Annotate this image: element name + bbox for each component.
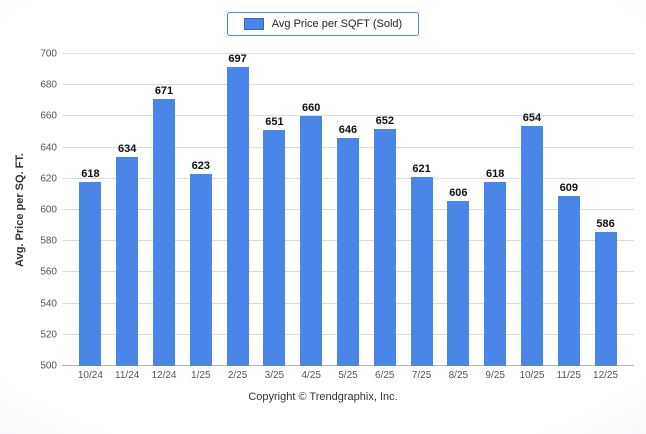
bar-slot: 609 (550, 54, 587, 366)
bar-slot: 660 (293, 54, 330, 366)
y-axis-title-text: Avg. Price per SQ. FT. (14, 153, 26, 267)
bar-slot: 586 (587, 54, 624, 366)
bar-slot: 654 (514, 54, 551, 366)
bar-slot: 652 (366, 54, 403, 366)
bar-value-label: 697 (228, 53, 247, 65)
bar (594, 231, 617, 366)
bar (189, 174, 212, 366)
x-tick-label: 11/25 (556, 370, 581, 381)
bar-value-label: 671 (154, 85, 174, 98)
x-tick-label: 3/25 (264, 370, 285, 381)
legend: Avg Price per SQFT (Sold) (226, 12, 420, 36)
bars-container: 618 634 671 623 697 651 660 646 652 621 606 618 654 6… (62, 54, 634, 366)
y-axis-ticks: 500 520 540 560 580 600 620 640 660 680 700 (32, 49, 62, 372)
bar-slot: 618 (72, 54, 109, 366)
y-tick-label: 640 (40, 142, 57, 154)
bar (116, 156, 139, 366)
x-tick-label: 5/25 (338, 370, 358, 381)
legend-swatch-icon (243, 18, 264, 30)
x-tick-label: 8/25 (448, 370, 469, 381)
bar-value-label: 623 (191, 160, 210, 173)
bar (484, 181, 507, 366)
bar (263, 130, 286, 366)
bar-slot: 651 (256, 54, 293, 366)
y-tick-label: 540 (40, 298, 57, 310)
bar (152, 99, 175, 366)
bar (557, 195, 580, 366)
x-tick-label: 9/25 (485, 370, 505, 381)
bar-value-label: 618 (81, 167, 100, 180)
bar-value-label: 646 (338, 124, 358, 137)
x-tick-label: 10/25 (519, 370, 545, 381)
bar-value-label: 660 (302, 102, 321, 115)
bar-slot: 618 (477, 54, 514, 366)
bar-value-label: 652 (375, 114, 394, 127)
bar-slot: 623 (182, 54, 219, 366)
legend-row: Avg Price per SQFT (Sold) (0, 0, 646, 36)
x-tick-label: 1/25 (191, 370, 211, 381)
x-tick-label: 7/25 (411, 370, 432, 381)
y-tick-label: 500 (40, 360, 57, 372)
bar (79, 181, 102, 366)
bar-value-label: 621 (412, 163, 431, 176)
x-tick-label: 2/25 (227, 370, 248, 381)
bar (300, 116, 323, 366)
y-tick-label: 580 (40, 235, 57, 247)
bar (447, 200, 470, 366)
bar-slot: 621 (403, 54, 440, 366)
gridline (62, 84, 634, 86)
y-axis-title: Avg. Price per SQ. FT. (8, 54, 32, 366)
bar (336, 138, 359, 366)
bar (373, 128, 396, 366)
y-tick-label: 600 (40, 204, 57, 216)
x-tick-label: 4/25 (301, 370, 321, 381)
gridline (62, 53, 634, 54)
y-tick-label: 520 (40, 329, 57, 341)
gridline (62, 115, 634, 117)
bar-slot: 671 (146, 54, 183, 366)
x-tick-label: 6/25 (375, 370, 395, 381)
bar-slot: 606 (440, 54, 477, 366)
legend-label: Avg Price per SQFT (Sold) (271, 18, 403, 30)
bar (520, 125, 543, 366)
y-tick-label: 560 (40, 266, 57, 278)
bar-value-label: 606 (449, 186, 468, 199)
bar-value-label: 618 (485, 167, 505, 180)
y-tick-label: 700 (40, 48, 57, 60)
bar-value-label: 609 (559, 181, 578, 194)
chart-area: Avg. Price per SQ. FT. 500 520 540 560 580 60… (8, 49, 634, 372)
bar-value-label: 586 (596, 217, 615, 230)
x-tick-label: 12/24 (151, 370, 177, 381)
footer-copyright: Copyright © Trendgraphix, Inc. (248, 391, 398, 403)
x-tick-label: 12/25 (593, 370, 619, 381)
y-tick-label: 620 (40, 173, 57, 185)
bar (226, 67, 249, 366)
bar-value-label: 651 (265, 116, 284, 129)
x-axis-labels: 10/24 11/24 12/24 1/25 2/25 3/25 4/25 5/25 6/25 7… (62, 370, 634, 381)
bar-slot: 697 (219, 54, 256, 366)
y-tick-label: 660 (40, 110, 57, 122)
bar-value-label: 654 (522, 111, 542, 124)
x-tick-label: 11/24 (115, 370, 140, 381)
bar-slot: 646 (330, 54, 367, 366)
bar-slot: 634 (109, 54, 146, 366)
plot-area: 618 634 671 623 697 651 660 646 652 621 606 618 654 6… (62, 53, 634, 366)
x-tick-label: 10/24 (77, 370, 103, 381)
bar-value-label: 634 (118, 142, 137, 155)
y-tick-label: 680 (40, 79, 57, 91)
bar (410, 177, 433, 366)
